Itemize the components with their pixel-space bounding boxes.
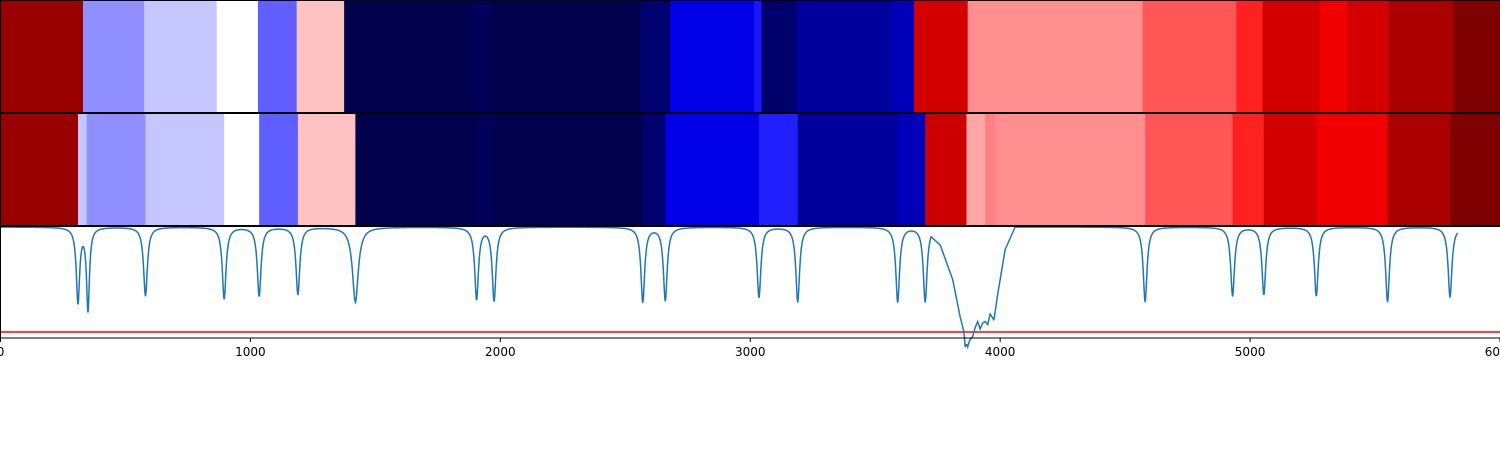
heatmap-segment <box>494 113 644 226</box>
heatmap-segment <box>82 0 145 113</box>
heatmap-segment <box>1316 113 1389 226</box>
heatmap-segment <box>1142 0 1237 113</box>
heatmap-segment <box>642 113 666 226</box>
heatmap-segment <box>761 0 798 113</box>
heatmap-segment <box>1450 113 1500 226</box>
panel-frame <box>0 113 1500 226</box>
heatmap-segment <box>296 0 345 113</box>
heatmap-segment <box>640 0 671 113</box>
x-tick-label: 6000 <box>1485 345 1500 359</box>
heatmap-segment <box>0 113 79 226</box>
panel-frame <box>0 226 1500 339</box>
heatmap-segment <box>967 0 1144 113</box>
heatmap-segment <box>1453 0 1500 113</box>
heatmap-segment <box>355 113 478 226</box>
heatmap-segment <box>216 0 259 113</box>
heatmap-segment <box>1263 113 1317 226</box>
heatmap-segment <box>344 0 473 113</box>
heatmap-segment <box>1388 0 1455 113</box>
x-axis: 0 1000 2000 3000 4000 5000 6000 <box>0 338 1500 359</box>
heatmap-segment <box>925 113 968 226</box>
heatmap-top <box>0 0 1500 113</box>
heatmap-segment <box>966 113 986 226</box>
heatmap-segment <box>995 113 1146 226</box>
heatmap-segment <box>913 0 969 113</box>
heatmap-segment <box>471 0 493 113</box>
line-panel-background <box>0 226 1500 338</box>
x-tick-label: 4000 <box>985 345 1016 359</box>
x-tick-label: 1000 <box>235 345 266 359</box>
heatmap-bottom <box>0 113 1500 226</box>
heatmap-segment <box>1145 113 1234 226</box>
x-tick-label: 2000 <box>485 345 516 359</box>
heatmap-segment <box>897 113 926 226</box>
heatmap-segment <box>670 0 755 113</box>
heatmap-segment <box>476 113 495 226</box>
heatmap-segment <box>77 113 88 226</box>
heatmap-segment <box>297 113 356 226</box>
line-panel <box>0 226 1500 350</box>
heatmap-segment <box>0 0 84 113</box>
heatmap-segment <box>796 0 893 113</box>
heatmap-segment <box>758 113 799 226</box>
x-tick-label: 3000 <box>735 345 766 359</box>
series-line <box>0 226 1459 350</box>
heatmap-segment <box>257 0 298 113</box>
x-tick-label: 0 <box>0 345 4 359</box>
heatmap-segment <box>985 113 996 226</box>
heatmap-segment <box>1347 0 1390 113</box>
heatmap-segment <box>259 113 299 226</box>
panel-frame <box>0 0 1500 113</box>
heatmap-segment <box>224 113 260 226</box>
heatmap-segment <box>1236 0 1264 113</box>
heatmap-segment <box>665 113 760 226</box>
heatmap-segment <box>491 0 641 113</box>
x-tick-label: 5000 <box>1235 345 1266 359</box>
heatmap-segment <box>145 113 225 226</box>
panel-frames <box>0 0 1500 339</box>
heatmap-segment <box>144 0 218 113</box>
heatmap-segment <box>753 0 763 113</box>
heatmap-segment <box>797 113 899 226</box>
heatmap-segment <box>1320 0 1349 113</box>
heatmap-segment <box>86 113 147 226</box>
heatmap-segment <box>891 0 915 113</box>
heatmap-segment <box>1387 113 1451 226</box>
heatmap-segment <box>1262 0 1321 113</box>
heatmap-segment <box>1232 113 1265 226</box>
